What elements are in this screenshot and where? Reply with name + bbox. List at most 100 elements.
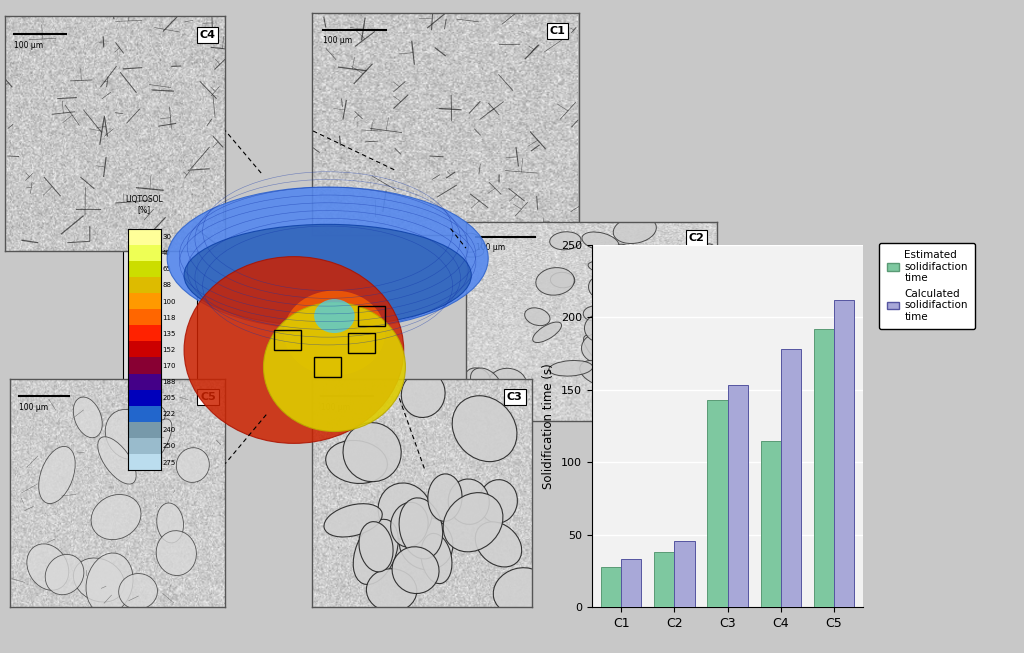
Ellipse shape xyxy=(314,299,354,333)
Ellipse shape xyxy=(157,503,183,543)
Ellipse shape xyxy=(524,308,550,326)
Ellipse shape xyxy=(494,567,548,614)
Ellipse shape xyxy=(585,313,622,343)
Ellipse shape xyxy=(665,343,685,360)
Ellipse shape xyxy=(428,474,462,521)
Bar xyxy=(128,229,161,245)
Y-axis label: Solidification time (s): Solidification time (s) xyxy=(543,363,555,489)
Ellipse shape xyxy=(475,522,521,567)
Text: LIQTOSOL
[%]: LIQTOSOL [%] xyxy=(126,195,163,214)
Text: 100 μm: 100 μm xyxy=(18,403,48,412)
Bar xyxy=(601,567,622,607)
Ellipse shape xyxy=(401,371,445,417)
Ellipse shape xyxy=(184,225,471,326)
Ellipse shape xyxy=(359,522,393,572)
Bar xyxy=(128,438,161,454)
Ellipse shape xyxy=(399,517,453,570)
Ellipse shape xyxy=(119,573,158,609)
Legend: Estimated
solidifaction
time, Calculated
solidifaction
time: Estimated solidifaction time, Calculated… xyxy=(880,243,975,329)
Bar xyxy=(128,390,161,406)
Bar xyxy=(834,300,854,607)
Ellipse shape xyxy=(584,306,606,321)
Bar xyxy=(654,552,675,607)
Bar xyxy=(780,349,801,607)
Ellipse shape xyxy=(702,244,719,269)
Text: C1: C1 xyxy=(549,26,565,36)
Ellipse shape xyxy=(97,437,136,484)
Bar xyxy=(814,329,834,607)
Ellipse shape xyxy=(324,503,382,537)
Ellipse shape xyxy=(454,242,484,257)
Ellipse shape xyxy=(367,569,417,612)
Ellipse shape xyxy=(644,381,674,404)
Ellipse shape xyxy=(584,336,610,365)
Ellipse shape xyxy=(604,277,644,309)
Ellipse shape xyxy=(378,483,432,540)
Ellipse shape xyxy=(639,289,674,315)
Ellipse shape xyxy=(390,502,428,547)
Text: C3: C3 xyxy=(507,392,522,402)
Bar xyxy=(128,406,161,422)
Ellipse shape xyxy=(550,232,581,250)
Text: C2: C2 xyxy=(689,233,705,243)
Ellipse shape xyxy=(130,406,166,434)
Ellipse shape xyxy=(326,440,387,483)
Ellipse shape xyxy=(582,332,621,364)
Ellipse shape xyxy=(589,276,611,298)
Ellipse shape xyxy=(673,274,702,302)
Text: C5: C5 xyxy=(201,392,216,402)
Ellipse shape xyxy=(671,278,713,292)
Ellipse shape xyxy=(392,547,439,594)
Bar xyxy=(128,309,161,325)
Ellipse shape xyxy=(465,368,490,389)
Ellipse shape xyxy=(532,322,561,343)
Bar xyxy=(675,541,694,607)
Ellipse shape xyxy=(671,383,697,408)
Bar xyxy=(128,422,161,438)
Ellipse shape xyxy=(45,554,84,595)
Ellipse shape xyxy=(74,558,124,602)
Ellipse shape xyxy=(399,498,442,559)
Ellipse shape xyxy=(176,448,209,483)
Ellipse shape xyxy=(659,325,703,360)
Ellipse shape xyxy=(549,360,593,376)
Ellipse shape xyxy=(479,480,517,523)
Ellipse shape xyxy=(39,447,75,503)
Bar xyxy=(761,441,780,607)
Text: C4: C4 xyxy=(200,30,216,40)
Ellipse shape xyxy=(421,534,452,584)
Ellipse shape xyxy=(449,479,489,524)
Text: 100 μm: 100 μm xyxy=(476,243,505,252)
Ellipse shape xyxy=(607,312,641,339)
Ellipse shape xyxy=(343,422,401,482)
Ellipse shape xyxy=(487,368,526,400)
Text: 100 μm: 100 μm xyxy=(322,403,350,412)
Text: 100 μm: 100 μm xyxy=(14,41,43,50)
Ellipse shape xyxy=(74,397,102,438)
Ellipse shape xyxy=(453,396,517,462)
Ellipse shape xyxy=(639,299,670,327)
Ellipse shape xyxy=(636,306,663,336)
Bar xyxy=(128,293,161,309)
Ellipse shape xyxy=(644,394,689,430)
Ellipse shape xyxy=(699,293,723,318)
Bar xyxy=(128,245,161,261)
Ellipse shape xyxy=(443,492,503,552)
Bar xyxy=(727,385,748,607)
Ellipse shape xyxy=(582,232,618,251)
Ellipse shape xyxy=(284,291,385,375)
Ellipse shape xyxy=(597,377,629,406)
Bar xyxy=(128,342,161,357)
Ellipse shape xyxy=(263,302,406,432)
Bar xyxy=(128,277,161,293)
Bar xyxy=(708,400,727,607)
Ellipse shape xyxy=(613,216,656,244)
Ellipse shape xyxy=(611,244,643,274)
Ellipse shape xyxy=(91,494,141,539)
Ellipse shape xyxy=(642,362,679,389)
Ellipse shape xyxy=(665,329,701,362)
Bar xyxy=(128,325,161,342)
Text: 100 μm: 100 μm xyxy=(323,37,352,45)
Ellipse shape xyxy=(459,233,481,252)
Ellipse shape xyxy=(184,257,403,443)
